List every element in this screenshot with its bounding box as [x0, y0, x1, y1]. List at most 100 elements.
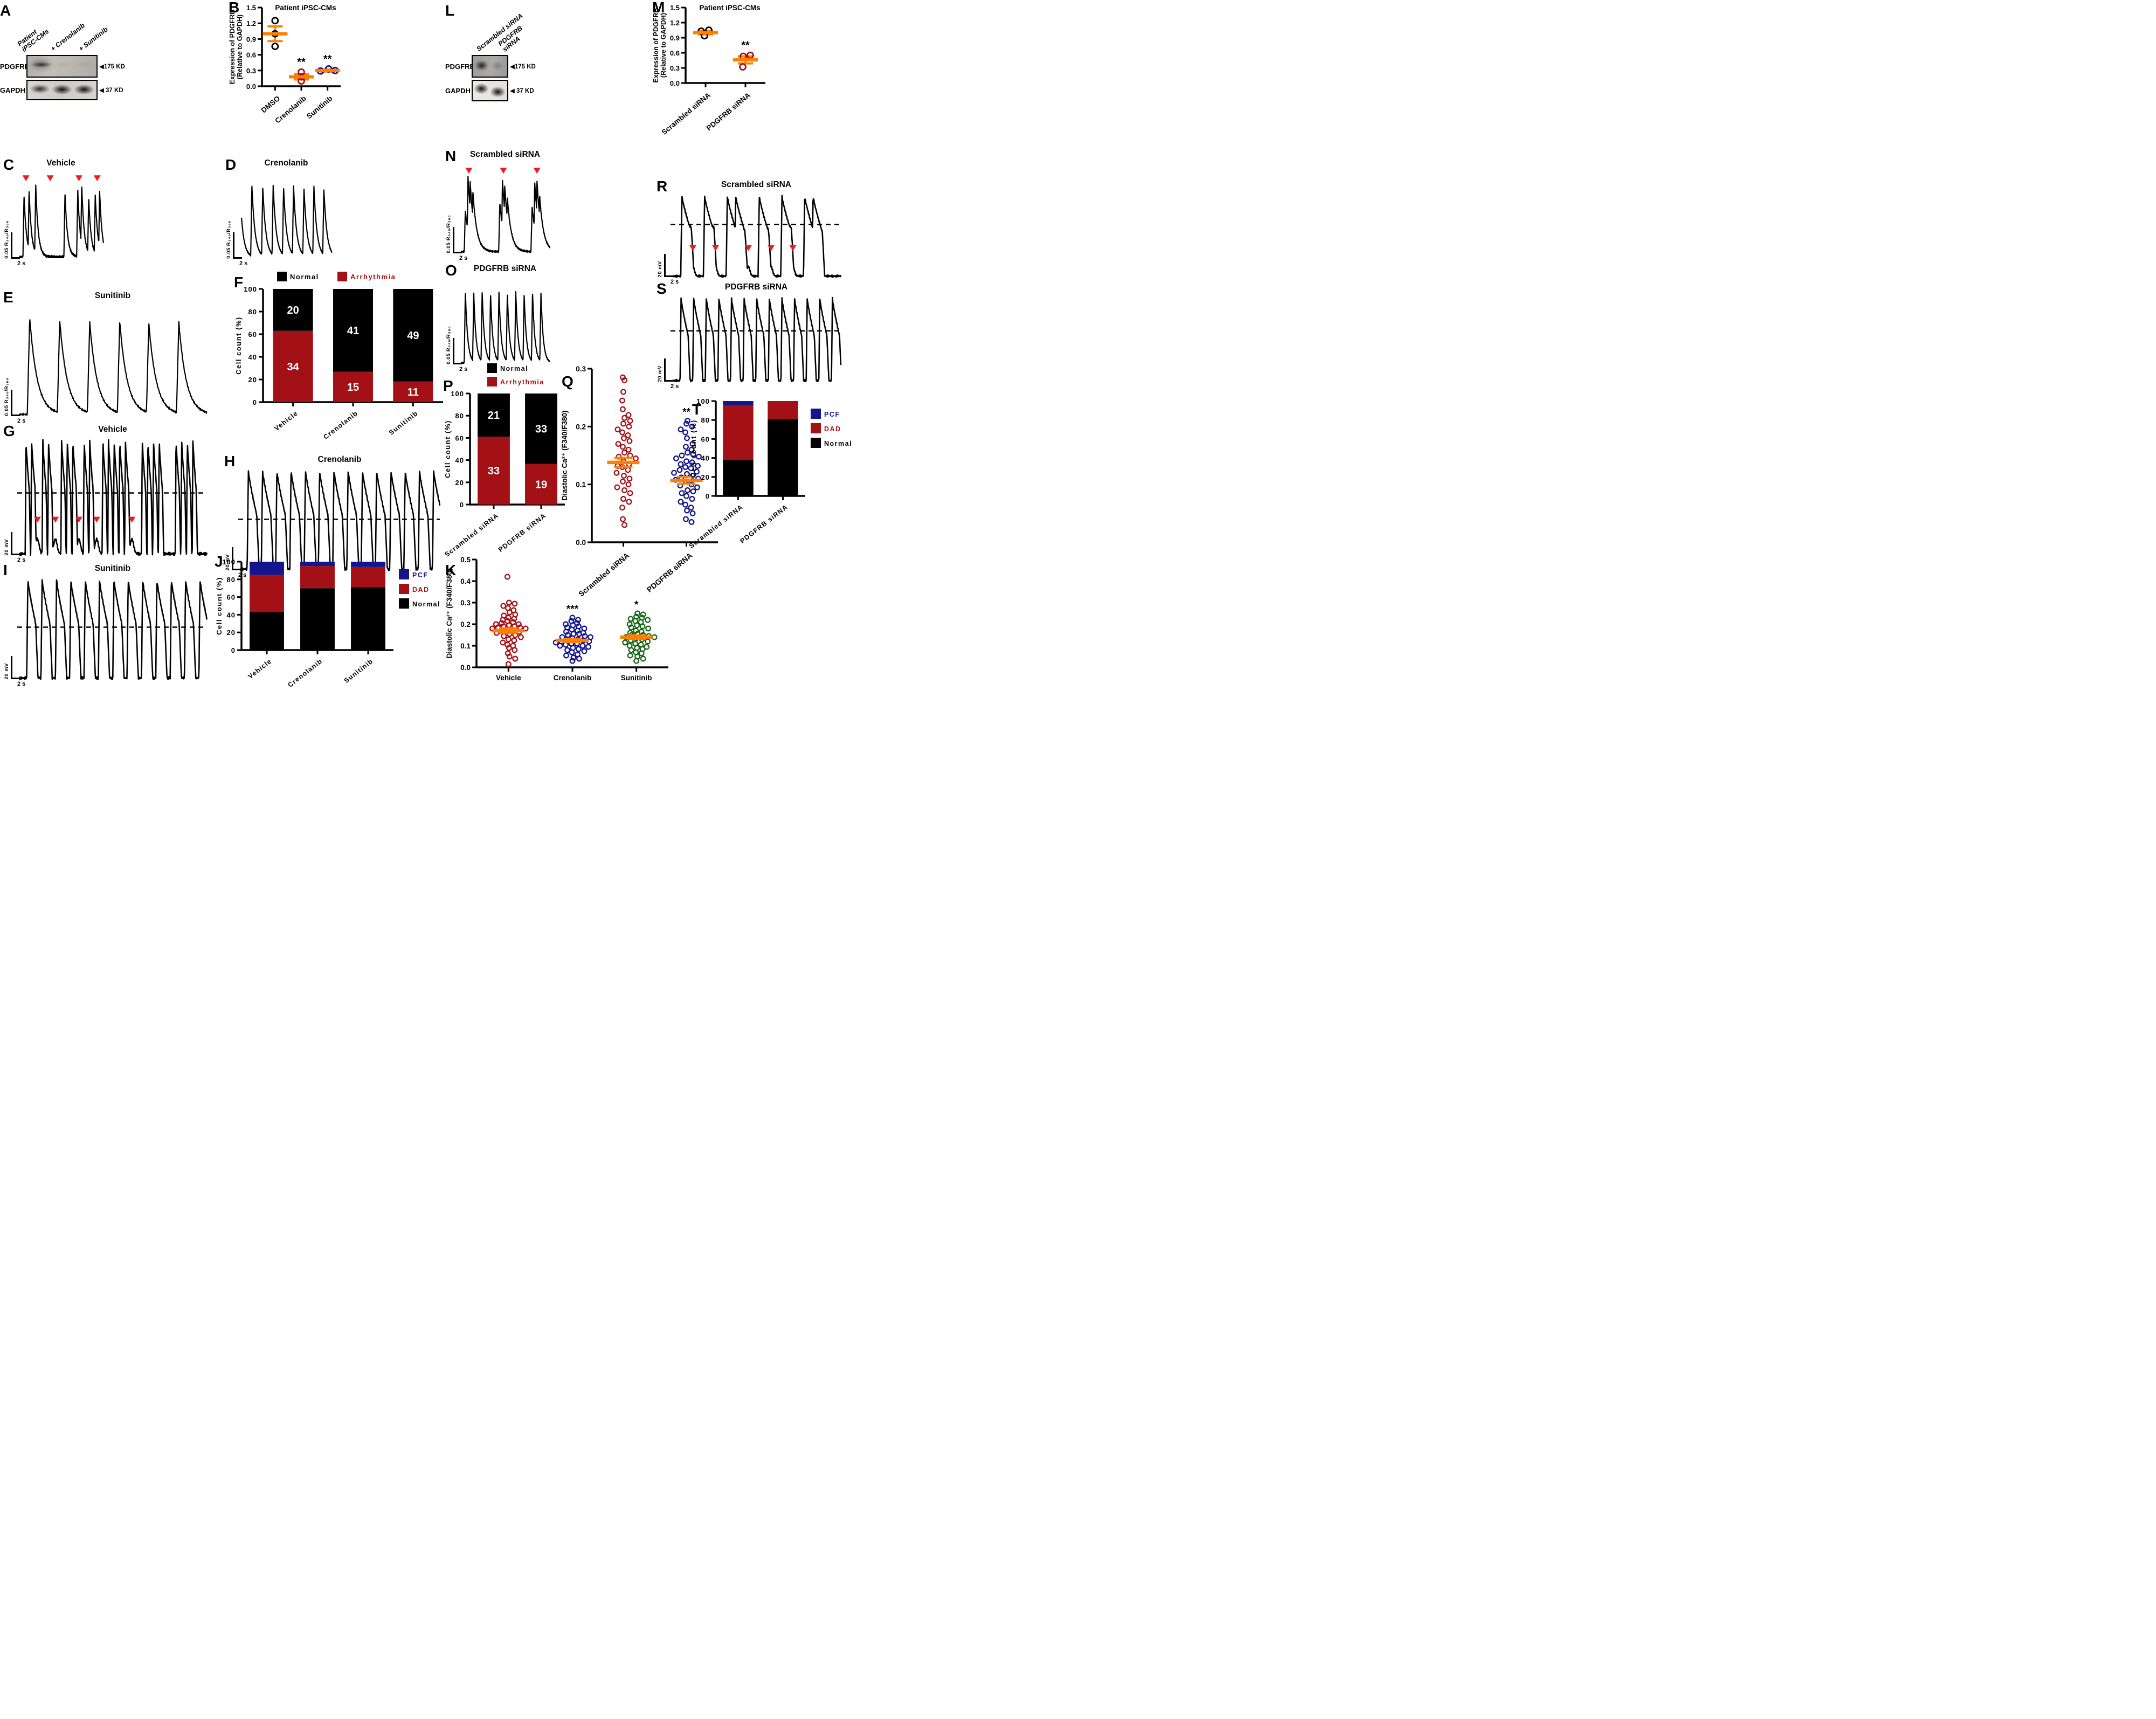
data-point — [685, 487, 690, 493]
data-point — [621, 415, 627, 421]
dot-group-PDGFRB siRNA — [670, 418, 703, 525]
chart-expression-drugs: 0.0 0.3 0.6 0.9 1.2 1.5 Expression of PDGFRB (R… — [229, 0, 345, 129]
trace-title: Scrambled siRNA — [469, 150, 541, 159]
trace-line — [240, 184, 333, 257]
segment-Normal — [525, 393, 557, 464]
x-category-label: PDGFRB siRNA — [738, 503, 789, 545]
y-scale-label: 20 mV — [225, 554, 231, 571]
x-category-label: PDGFRB siRNA — [497, 512, 548, 554]
data-point — [576, 631, 582, 637]
data-point — [689, 423, 695, 430]
data-point — [614, 484, 620, 491]
svg-text:60: 60 — [701, 435, 710, 443]
data-point — [682, 501, 688, 508]
data-point — [512, 600, 518, 607]
data-point — [638, 650, 645, 657]
panel-letter-n: N — [445, 148, 457, 164]
svg-chart-N — [460, 168, 551, 253]
data-point — [651, 634, 658, 640]
data-point — [626, 475, 633, 482]
ap-trace-vehicle — [3, 436, 211, 563]
x-scale-label: 2 s — [17, 260, 26, 267]
data-point — [679, 490, 685, 496]
y-scale-label: 0.05 R₃₄₀/R₃₈₀ — [446, 326, 452, 364]
data-point — [613, 470, 620, 476]
mean-bar — [620, 635, 653, 639]
x-category-label: Sunitinib — [388, 409, 419, 437]
trace-line — [18, 184, 105, 259]
segment-Normal — [273, 289, 313, 331]
data-point — [517, 634, 524, 640]
data-point — [688, 505, 694, 511]
data-point — [626, 423, 632, 430]
segment-Normal — [250, 612, 284, 650]
legend-label: Normal — [500, 365, 528, 372]
data-point — [621, 487, 627, 493]
trace-line — [461, 291, 550, 364]
arrhythmia-arrows — [33, 516, 136, 523]
axes — [685, 8, 765, 84]
scalebar: 20 mV 2 s — [4, 656, 25, 687]
data-point — [500, 603, 507, 609]
scalebar-lines — [10, 232, 20, 259]
x-category-label: Sunitinib — [621, 674, 652, 682]
red-arrowhead — [500, 168, 507, 174]
blot-strip-pdgfrb — [26, 55, 98, 78]
svg-text:0.3: 0.3 — [246, 67, 256, 75]
scalebar-lines — [664, 358, 673, 382]
segment-count: 34 — [287, 361, 300, 373]
data-point — [689, 510, 696, 516]
scalebar: 20 mV 2 s — [657, 254, 679, 285]
data-point — [639, 623, 646, 630]
x-scale-label: 2 s — [17, 681, 26, 687]
legend: PCF DAD Normal — [811, 409, 852, 448]
data-point — [634, 610, 641, 617]
data-point — [625, 412, 632, 418]
data-point — [620, 496, 626, 502]
blot-row-pdgfrb: PDGFRB ◀175 KD — [0, 55, 125, 78]
significance: ** — [323, 53, 332, 65]
data-point — [619, 505, 625, 511]
data-point — [569, 658, 576, 664]
data-point — [620, 406, 626, 412]
panel-letter-l: L — [445, 2, 455, 19]
y-scale-label: 0.05 R₃₄₀/R₃₈₀ — [4, 378, 10, 416]
segment-DAD — [250, 575, 284, 612]
svg-text:100: 100 — [244, 285, 257, 293]
chart-ap-phenotype-sirna: 0 20 40 60 80 100 Cell count (%) Scrambled siRN… — [688, 393, 862, 576]
panel-letter-f: F — [234, 274, 244, 291]
trace-title: Crenolanib — [264, 158, 308, 168]
panel-l: L Scrambled siRNA PDGFRB siRNA PDGFRB ◀1… — [445, 3, 551, 103]
data-point — [512, 655, 519, 662]
data-point — [685, 450, 690, 456]
svg-text:0.9: 0.9 — [246, 35, 256, 43]
legend: Normal Arrhythmia — [487, 363, 543, 386]
red-arrowhead — [93, 516, 100, 523]
segment-Normal — [393, 289, 433, 382]
data-point — [511, 616, 517, 622]
ap-trace-sunitinib — [3, 575, 211, 687]
data-point — [620, 478, 626, 485]
significance: *** — [566, 604, 579, 615]
svg-chart-T: 0 20 40 60 80 100 Cell count (%) Scrambled siRN… — [688, 397, 852, 550]
data-point — [501, 633, 507, 639]
svg-chart-O — [461, 291, 550, 364]
data-point — [645, 625, 652, 632]
segment-DAD — [768, 401, 798, 419]
bar-Vehicle: 34 20 — [273, 289, 313, 402]
svg-chart-S — [671, 296, 842, 383]
mw-marker: ◀ 37 KD — [510, 88, 534, 94]
scalebar: 20 mV 2 s — [657, 358, 679, 390]
data-point — [694, 468, 700, 475]
data-point — [505, 636, 512, 643]
scalebar-lines — [10, 532, 20, 555]
data-point — [621, 522, 627, 528]
scatter-group-Sunitinib — [315, 65, 340, 75]
scalebar-lines — [10, 656, 20, 679]
red-arrowhead — [75, 516, 82, 523]
x-category-label: Crenolanib — [322, 409, 360, 441]
trace-line — [672, 296, 842, 383]
panel-f: F 0 20 40 60 80 100 Cell count (%) 34 20 Vehicle 1… — [234, 267, 448, 454]
panel-letter-s: S — [657, 280, 667, 297]
svg-text:0: 0 — [253, 398, 257, 406]
